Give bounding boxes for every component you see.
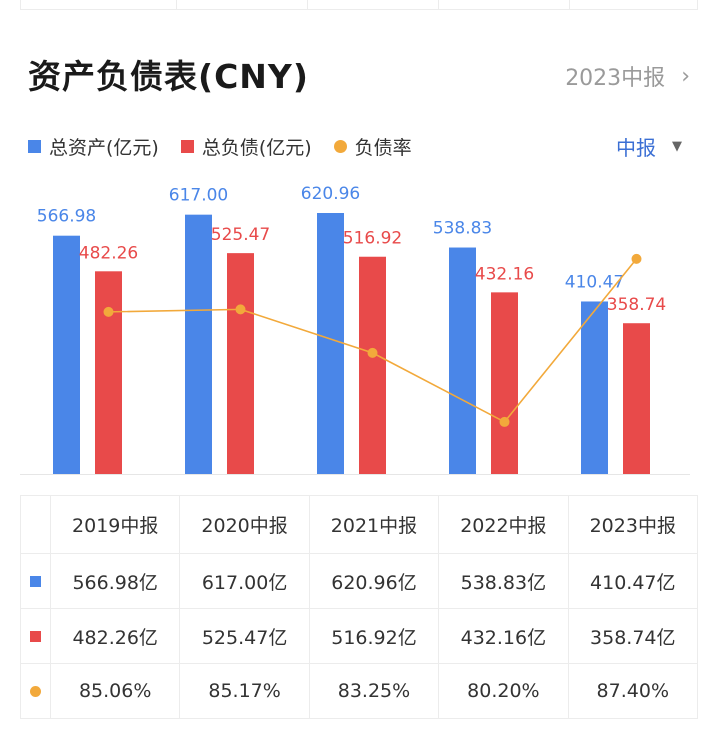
table-cell: 80.20%: [438, 663, 569, 719]
bar-total-assets[interactable]: [53, 235, 80, 474]
row-marker: [20, 663, 51, 719]
table-cell: 482.26亿: [49, 608, 181, 664]
table-header-cell: 2023中报: [567, 495, 699, 554]
table-row: 482.26亿 525.47亿 516.92亿 432.16亿 358.74亿: [20, 608, 699, 664]
row-marker: [20, 553, 51, 609]
data-label-assets: 620.96: [301, 184, 360, 204]
legend-label: 负债率: [354, 137, 412, 159]
data-label-liabilities: 358.74: [607, 295, 666, 315]
chevron-right-icon: ›: [681, 63, 690, 89]
table-header-cell: 2021中报: [308, 495, 440, 554]
table-cell: 516.92亿: [308, 608, 440, 664]
data-label-liabilities: 525.47: [211, 225, 270, 245]
debt-ratio-point[interactable]: [235, 304, 246, 315]
liabilities-square-icon: [30, 631, 41, 642]
bar-total-assets[interactable]: [581, 301, 608, 474]
table-cell: 620.96亿: [308, 553, 440, 609]
period-select[interactable]: 中报 ▼: [616, 132, 682, 161]
table-cell: 87.40%: [567, 663, 699, 719]
data-label-liabilities: 432.16: [475, 264, 534, 284]
debt-ratio-point[interactable]: [367, 347, 378, 358]
page-title: 资产负债表(CNY): [28, 57, 309, 96]
table-cell: 410.47亿: [567, 553, 699, 609]
table-cell: 566.98亿: [49, 553, 181, 609]
legend-swatch-liabilities: [180, 140, 194, 153]
table-cell: 525.47亿: [179, 608, 310, 664]
table-cell: 85.06%: [49, 663, 181, 719]
table-cell: 83.25%: [308, 663, 440, 719]
legend-swatch-ratio: [333, 140, 347, 153]
legend-item-ratio[interactable]: 负债率: [333, 133, 412, 160]
legend-label: 总负债(亿元): [201, 137, 312, 159]
assets-square-icon: [30, 576, 41, 587]
table-header-cell: 2019中报: [49, 495, 181, 554]
legend-item-liabilities[interactable]: 总负债(亿元): [180, 133, 312, 160]
table-header-cell: 2020中报: [179, 495, 310, 554]
bar-total-assets[interactable]: [185, 214, 212, 475]
bar-total-liabilities[interactable]: [95, 271, 122, 474]
table-cell: 538.83亿: [438, 553, 569, 609]
bar-total-liabilities[interactable]: [491, 292, 518, 474]
period-select-label: 中报: [616, 136, 656, 160]
table-header-row: 2019中报 2020中报 2021中报 2022中报 2023中报: [20, 495, 699, 554]
data-table: 2019中报 2020中报 2021中报 2022中报 2023中报 566.9…: [20, 495, 699, 719]
period-link[interactable]: 2023中报 ›: [565, 60, 690, 92]
legend-label: 总资产(亿元): [49, 137, 159, 159]
debt-ratio-point[interactable]: [103, 306, 114, 317]
table-cell: 358.74亿: [567, 608, 699, 664]
section-header: 资产负债表(CNY) 2023中报 ›: [0, 40, 720, 110]
bar-total-assets[interactable]: [449, 247, 476, 474]
data-label-assets: 617.00: [169, 186, 228, 206]
period-link-label: 2023中报: [565, 66, 666, 91]
caret-down-icon: ▼: [672, 139, 682, 154]
data-label-assets: 538.83: [433, 219, 492, 239]
data-label-assets: 410.47: [565, 272, 624, 292]
table-corner: [20, 495, 51, 554]
debt-ratio-point[interactable]: [499, 416, 510, 427]
bar-total-liabilities[interactable]: [623, 323, 650, 474]
data-label-assets: 566.98: [37, 207, 96, 227]
bar-total-assets[interactable]: [317, 213, 344, 474]
table-cell: 85.17%: [179, 663, 310, 719]
debt-ratio-point[interactable]: [631, 253, 642, 264]
balance-sheet-chart: 566.98 482.26 617.00 525.47 620.96 516.92 538.…: [20, 184, 690, 475]
legend-swatch-assets: [28, 140, 41, 153]
bar-total-liabilities[interactable]: [359, 256, 386, 474]
bar-total-liabilities[interactable]: [227, 253, 254, 474]
table-cell: 432.16亿: [438, 608, 569, 664]
table-cell: 617.00亿: [179, 553, 310, 609]
ratio-dot-icon: [30, 686, 41, 697]
table-header-cell: 2022中报: [438, 495, 569, 554]
data-label-liabilities: 516.92: [343, 229, 402, 249]
previous-table-bottom: [20, 0, 698, 10]
row-marker: [20, 608, 51, 664]
table-row: 566.98亿 617.00亿 620.96亿 538.83亿 410.47亿: [20, 553, 699, 609]
legend-item-assets[interactable]: 总资产(亿元): [28, 133, 159, 160]
table-row: 85.06% 85.17% 83.25% 80.20% 87.40%: [20, 663, 699, 719]
chart-legend: 总资产(亿元) 总负债(亿元) 负债率: [28, 133, 434, 160]
data-label-liabilities: 482.26: [79, 243, 138, 263]
